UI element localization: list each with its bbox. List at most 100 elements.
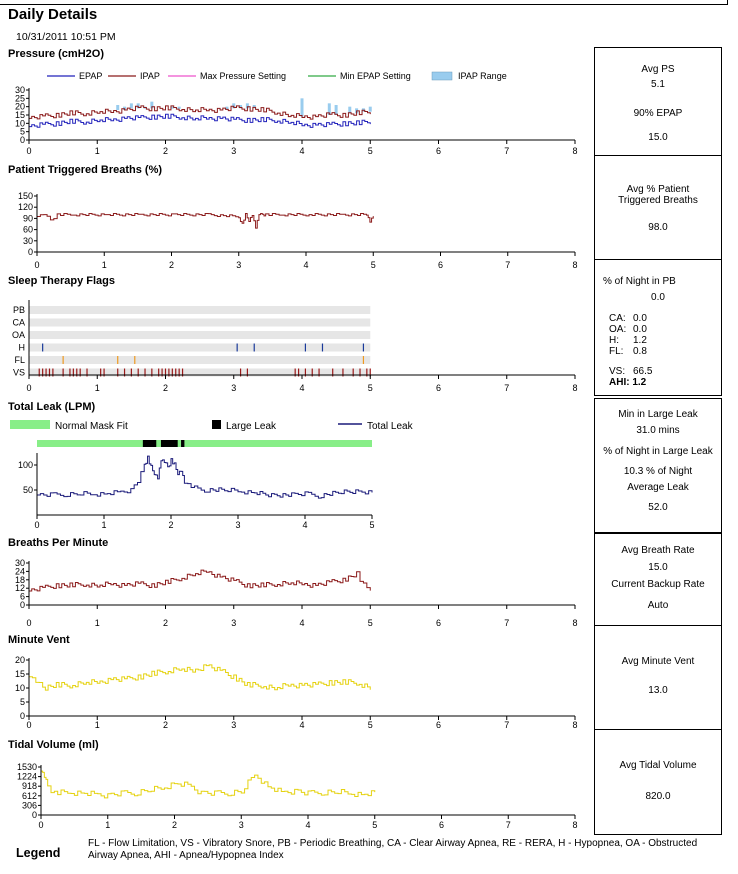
ptb-x-tick-label: 0 [34, 260, 39, 270]
tv-x-tick-label: 2 [172, 820, 177, 830]
pressure-ipap-range-bar [245, 103, 249, 109]
pressure-ipap-range-bar [327, 103, 331, 115]
bpm-x-tick-label: 5 [368, 618, 373, 628]
pressure-x-tick-label: 4 [299, 146, 304, 156]
section-title-leak: Total Leak (LPM) [8, 401, 96, 413]
large-leak-min-label: Min in Large Leak [618, 409, 698, 420]
ptb-y-tick-label: 60 [23, 225, 33, 235]
flag-row-bg-ca [29, 318, 371, 327]
pressure-legend-ipap-range-label: IPAP Range [458, 71, 507, 81]
pressure-legend-min-epap-label: Min EPAP Setting [340, 71, 411, 81]
pressure-y-tick-label: 15 [15, 110, 25, 120]
ahi-value: 1.2 [632, 377, 647, 388]
leak-large-span [181, 440, 185, 447]
epap90-label: 90% EPAP [633, 108, 683, 119]
bpm-x-tick-label: 1 [95, 618, 100, 628]
bpm-x-tick-label: 4 [299, 618, 304, 628]
tv-y-tick-label: 1530 [17, 762, 37, 772]
avg-breath-rate-value: 15.0 [648, 562, 668, 573]
pressure-y-tick-label: 30 [15, 85, 25, 95]
flags-x-tick-label: 7 [504, 383, 509, 393]
pressure-x-tick-label: 6 [436, 146, 441, 156]
tv-y-tick-label: 1224 [17, 772, 37, 782]
avg-ps-value: 5.1 [651, 79, 665, 90]
vs-ahi: VS: 66.5 AHI: 1.2 [609, 366, 652, 388]
flags-x-tick-label: 1 [95, 383, 100, 393]
h-label: H: [609, 335, 619, 346]
mv-x-tick-label: 1 [95, 720, 100, 730]
report-date: 10/31/2011 10:51 PM [16, 31, 116, 43]
flag-row-label-pb: PB [13, 305, 25, 315]
ptb-x-tick-label: 1 [102, 260, 107, 270]
flags-x-tick-label: 6 [436, 383, 441, 393]
large-leak-min-value: 31.0 mins [636, 425, 680, 436]
flag-row-bg-fl [29, 356, 371, 364]
tv-x-tick-label: 0 [38, 820, 43, 830]
avg-leak-value: 52.0 [648, 502, 668, 513]
page-title: Daily Details [8, 6, 98, 23]
ptb-x-tick-label: 7 [505, 260, 510, 270]
pressure-y-tick-label: 20 [15, 102, 25, 112]
bpm-line [29, 569, 371, 592]
leak-large-span [142, 440, 157, 447]
bpm-y-tick-label: 6 [20, 592, 25, 602]
flags-x-tick-label: 0 [26, 383, 31, 393]
tv-x-tick-label: 4 [305, 820, 310, 830]
pressure-ipap-range-bar [368, 106, 372, 112]
mv-y-tick-label: 0 [20, 711, 25, 721]
leak-normal-bar [37, 440, 372, 447]
bpm-y-tick-label: 12 [15, 583, 25, 593]
pressure-x-tick-label: 3 [231, 146, 236, 156]
pressure-y-tick-label: 10 [15, 118, 25, 128]
stats-pressure: Avg PS 5.1 90% EPAP 15.0 [594, 47, 722, 157]
vs-label: VS: [609, 366, 626, 377]
large-leak-pct-value: 10.3 % of Night [623, 466, 693, 477]
flag-counts: CA: 0.0 OA: 0.0 H: 1.2 FL: 0.8 [609, 313, 647, 357]
tv-x-tick-label: 6 [439, 820, 444, 830]
avg-leak-label: Average Leak [627, 482, 689, 493]
stats-mv: Avg Minute Vent 13.0 [594, 625, 722, 731]
leak-x-tick-label: 0 [34, 520, 39, 530]
pressure-x-tick-label: 5 [368, 146, 373, 156]
mv-line [29, 664, 371, 691]
ptb-y-tick-label: 120 [18, 202, 33, 212]
bpm-x-tick-label: 6 [436, 618, 441, 628]
mv-y-tick-label: 5 [20, 697, 25, 707]
bpm-y-tick-label: 0 [20, 600, 25, 610]
section-title-bpm: Breaths Per Minute [8, 537, 109, 549]
leak-total-line [37, 455, 373, 499]
leak-legend-large-label: Large Leak [226, 421, 277, 432]
pressure-legend-epap-label: EPAP [79, 71, 102, 81]
pressure-ipap-range-bar [348, 106, 352, 114]
pressure-ipap-range-bar [150, 101, 154, 109]
flag-row-bg-h [29, 343, 371, 352]
tv-y-tick-label: 918 [22, 781, 37, 791]
pressure-ipap-range-bar [170, 106, 174, 109]
ca-value: 0.0 [633, 313, 647, 324]
ptb-x-tick-label: 5 [371, 260, 376, 270]
avg-minute-vent-value: 13.0 [648, 685, 668, 696]
tv-x-tick-label: 7 [506, 820, 511, 830]
leak-x-tick-label: 1 [101, 520, 106, 530]
mv-x-tick-label: 4 [299, 720, 304, 730]
mv-x-tick-label: 2 [163, 720, 168, 730]
mv-x-tick-label: 8 [572, 720, 577, 730]
flag-row-label-fl: FL [14, 355, 25, 365]
avg-breath-rate-label: Avg Breath Rate [621, 545, 695, 556]
pressure-ipap-range-bar [177, 106, 181, 109]
top-right-rule [727, 0, 728, 5]
bpm-y-tick-label: 24 [15, 566, 25, 576]
flags-x-tick-label: 3 [231, 383, 236, 393]
ahi-label: AHI: [609, 377, 630, 388]
leak-x-tick-label: 3 [235, 520, 240, 530]
pressure-legend-ipap-range-swatch [431, 71, 453, 81]
bpm-x-tick-label: 0 [26, 618, 31, 628]
pressure-legend-max-pressure-label: Max Pressure Setting [200, 71, 286, 81]
flag-row-label-oa: OA [12, 330, 25, 340]
tv-x-tick-label: 5 [372, 820, 377, 830]
fl-value: 0.8 [633, 346, 647, 357]
tv-line [41, 770, 376, 799]
flag-row-label-ca: CA [12, 318, 25, 328]
avg-minute-vent-label: Avg Minute Vent [621, 656, 695, 667]
tv-x-tick-label: 3 [239, 820, 244, 830]
